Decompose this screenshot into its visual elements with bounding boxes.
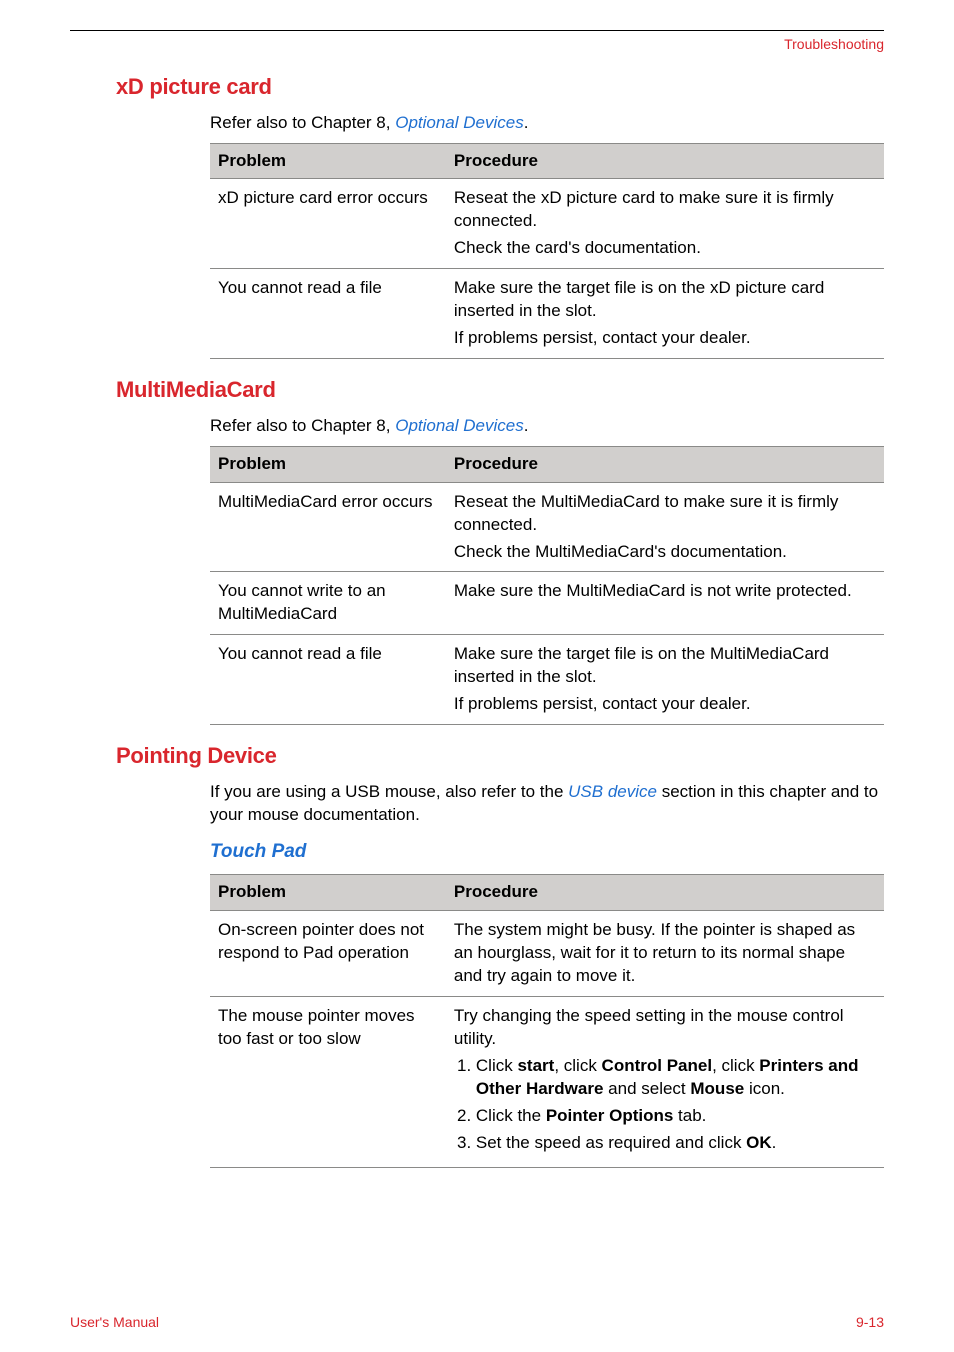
th-problem: Problem [210,143,446,179]
intro-mmc-prefix: Refer also to Chapter 8, [210,416,395,435]
th-procedure: Procedure [446,875,884,911]
step-bold: OK [746,1133,772,1152]
table-row: You cannot write to an MultiMediaCard Ma… [210,572,884,635]
heading-mmc: MultiMediaCard [116,375,884,405]
footer: User's Manual 9-13 [70,1313,884,1332]
proc-text: Check the card's documentation. [454,237,876,260]
step-text: tab. [673,1106,706,1125]
header-section-label: Troubleshooting [70,35,884,54]
cell-problem: You cannot write to an MultiMediaCard [210,572,446,635]
cell-procedure: Try changing the speed setting in the mo… [446,997,884,1168]
intro-xd-prefix: Refer also to Chapter 8, [210,113,395,132]
step-text: . [772,1133,777,1152]
table-row: On-screen pointer does not respond to Pa… [210,911,884,997]
cell-procedure: Make sure the target file is on the Mult… [446,635,884,725]
heading-xd: xD picture card [116,72,884,102]
intro-mmc: Refer also to Chapter 8, Optional Device… [210,415,884,438]
cell-problem: You cannot read a file [210,269,446,359]
proc-text: Make sure the MultiMediaCard is not writ… [454,580,876,603]
th-procedure: Procedure [446,143,884,179]
subheading-touchpad: Touch Pad [210,839,884,865]
proc-text: If problems persist, contact your dealer… [454,327,876,350]
proc-text: Make sure the target file is on the Mult… [454,643,876,689]
table-xd: Problem Procedure xD picture card error … [210,143,884,360]
proc-text: Try changing the speed setting in the mo… [454,1005,876,1051]
proc-text: If problems persist, contact your dealer… [454,693,876,716]
intro-xd: Refer also to Chapter 8, Optional Device… [210,112,884,135]
th-problem: Problem [210,875,446,911]
table-row: You cannot read a file Make sure the tar… [210,635,884,725]
list-item: Click the Pointer Options tab. [476,1105,876,1128]
step-bold: Pointer Options [546,1106,674,1125]
cell-problem: On-screen pointer does not respond to Pa… [210,911,446,997]
step-text: icon. [744,1079,785,1098]
step-text: , click [712,1056,759,1075]
footer-right: 9-13 [856,1313,884,1332]
th-problem: Problem [210,446,446,482]
proc-list: Click start, click Control Panel, click … [454,1055,876,1155]
step-text: Click [476,1056,518,1075]
list-item: Click start, click Control Panel, click … [476,1055,876,1101]
cell-procedure: Reseat the MultiMediaCard to make sure i… [446,482,884,572]
table-row: You cannot read a file Make sure the tar… [210,269,884,359]
table-touchpad: Problem Procedure On-screen pointer does… [210,874,884,1167]
footer-left: User's Manual [70,1313,159,1332]
proc-text: Reseat the MultiMediaCard to make sure i… [454,491,876,537]
proc-text: Reseat the xD picture card to make sure … [454,187,876,233]
step-text: Set the speed as required and click [476,1133,746,1152]
table-row: MultiMediaCard error occurs Reseat the M… [210,482,884,572]
list-item: Set the speed as required and click OK. [476,1132,876,1155]
intro-mmc-suffix: . [524,416,529,435]
step-bold: Mouse [690,1079,744,1098]
step-text: , click [554,1056,601,1075]
link-usb-device[interactable]: USB device [568,782,657,801]
cell-procedure: Make sure the MultiMediaCard is not writ… [446,572,884,635]
top-rule [70,30,884,31]
intro-pointing-prefix: If you are using a USB mouse, also refer… [210,782,568,801]
step-bold: start [517,1056,554,1075]
cell-procedure: Make sure the target file is on the xD p… [446,269,884,359]
cell-procedure: The system might be busy. If the pointer… [446,911,884,997]
cell-procedure: Reseat the xD picture card to make sure … [446,179,884,269]
step-bold: Control Panel [602,1056,713,1075]
link-optional-devices-2[interactable]: Optional Devices [395,416,524,435]
proc-text: The system might be busy. If the pointer… [454,919,876,988]
cell-problem: xD picture card error occurs [210,179,446,269]
heading-pointing: Pointing Device [116,741,884,771]
proc-text: Check the MultiMediaCard's documentation… [454,541,876,564]
link-optional-devices-1[interactable]: Optional Devices [395,113,524,132]
cell-problem: You cannot read a file [210,635,446,725]
proc-text: Make sure the target file is on the xD p… [454,277,876,323]
cell-problem: MultiMediaCard error occurs [210,482,446,572]
table-row: xD picture card error occurs Reseat the … [210,179,884,269]
step-text: Click the [476,1106,546,1125]
intro-pointing: If you are using a USB mouse, also refer… [210,781,884,827]
cell-problem: The mouse pointer moves too fast or too … [210,997,446,1168]
step-text: and select [603,1079,690,1098]
th-procedure: Procedure [446,446,884,482]
table-row: The mouse pointer moves too fast or too … [210,997,884,1168]
intro-xd-suffix: . [524,113,529,132]
table-mmc: Problem Procedure MultiMediaCard error o… [210,446,884,725]
